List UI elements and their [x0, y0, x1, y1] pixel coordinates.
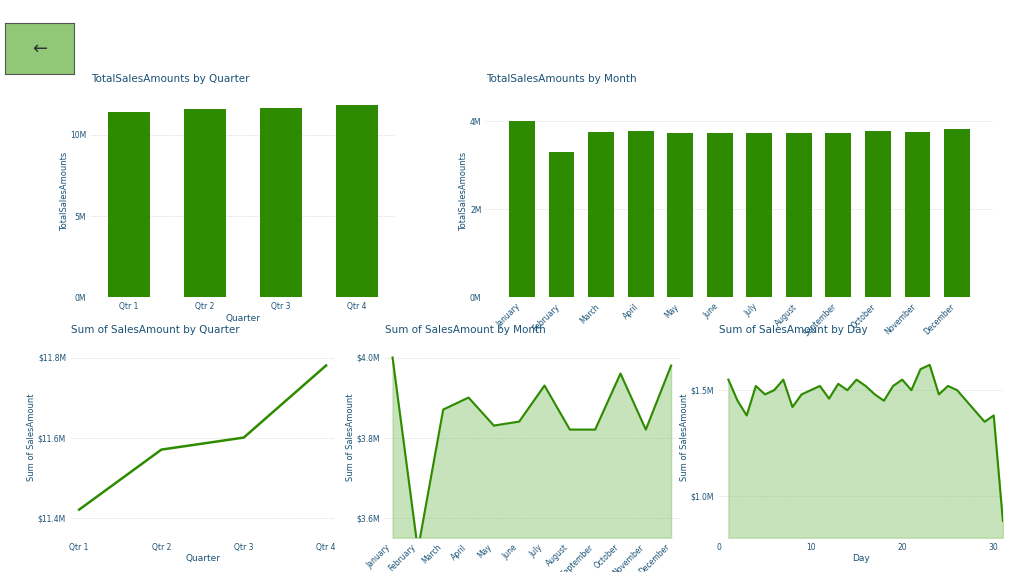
Bar [865, 131, 890, 297]
Text: TotalSalesAmounts by Quarter: TotalSalesAmounts by Quarter [91, 74, 249, 84]
X-axis label: Month: Month [725, 341, 754, 350]
Bar [336, 105, 378, 297]
Text: Sum of SalesAmount by Quarter: Sum of SalesAmount by Quarter [71, 325, 239, 335]
Bar [747, 133, 772, 297]
Y-axis label: TotalSalesAmounts: TotalSalesAmounts [460, 152, 468, 231]
X-axis label: Day: Day [852, 554, 870, 563]
Text: ←: ← [32, 39, 47, 58]
Y-axis label: Sum of SalesAmount: Sum of SalesAmount [27, 394, 36, 481]
Y-axis label: Sum of SalesAmount: Sum of SalesAmount [681, 394, 690, 481]
Bar [184, 109, 226, 297]
Bar [260, 108, 302, 297]
Bar [786, 133, 811, 297]
Bar [707, 133, 732, 297]
Bar [589, 132, 614, 297]
Text: TotalSalesAmounts by Month: TotalSalesAmounts by Month [486, 74, 637, 84]
Bar [510, 121, 535, 297]
Text: Sum of SalesAmount by Day: Sum of SalesAmount by Day [719, 325, 868, 335]
X-axis label: Quarter: Quarter [185, 554, 220, 563]
Bar [108, 112, 150, 297]
Bar [905, 132, 930, 297]
Bar [826, 133, 851, 297]
X-axis label: Quarter: Quarter [226, 314, 260, 323]
Bar [668, 133, 693, 297]
Text: Sum of SalesAmount by Month: Sum of SalesAmount by Month [385, 325, 546, 335]
Bar [628, 131, 653, 297]
Bar [549, 152, 574, 297]
Y-axis label: TotalSalesAmounts: TotalSalesAmounts [60, 152, 69, 231]
Bar [944, 129, 969, 297]
Y-axis label: Sum of SalesAmount: Sum of SalesAmount [346, 394, 356, 481]
